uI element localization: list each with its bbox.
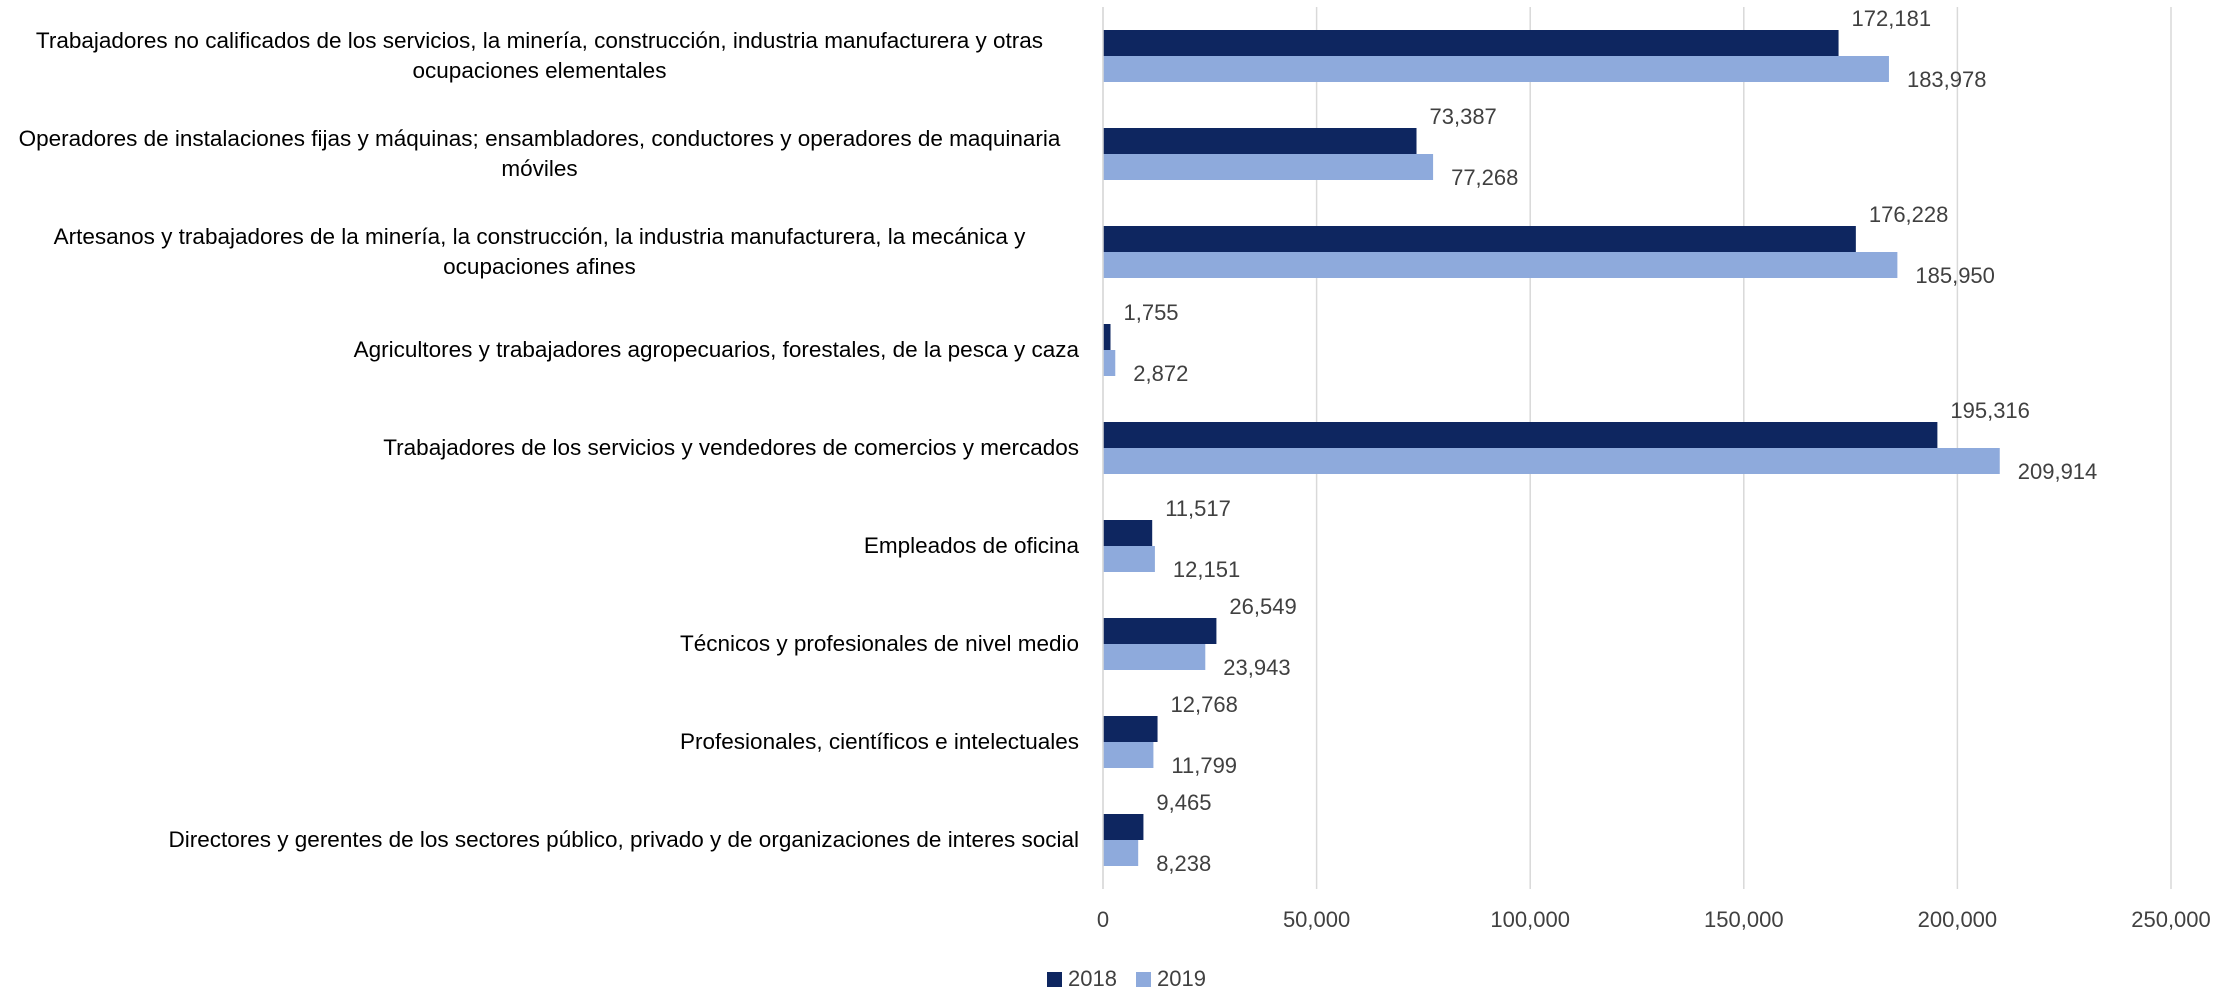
value-label: 8,238 xyxy=(1156,851,1211,876)
value-label: 73,387 xyxy=(1430,104,1497,129)
legend-label: 2019 xyxy=(1157,966,1206,991)
value-label: 176,228 xyxy=(1869,202,1949,227)
value-label: 11,517 xyxy=(1165,496,1231,521)
value-label: 183,978 xyxy=(1907,67,1987,92)
bar xyxy=(1103,422,1938,448)
bar xyxy=(1103,546,1155,572)
value-label: 23,943 xyxy=(1223,655,1290,680)
bar xyxy=(1103,742,1154,768)
value-label: 11,799 xyxy=(1171,753,1237,778)
bar xyxy=(1103,324,1111,350)
bar xyxy=(1103,716,1158,742)
value-label: 9,465 xyxy=(1156,790,1211,815)
category-label: Técnicos y profesionales de nivel medio xyxy=(680,631,1079,656)
category-label: Profesionales, científicos e intelectual… xyxy=(680,729,1079,754)
legend-swatch xyxy=(1047,972,1062,987)
category-label: Operadores de instalaciones fijas y máqu… xyxy=(18,126,1061,181)
bar xyxy=(1103,30,1839,56)
value-label: 185,950 xyxy=(1915,263,1995,288)
legend-swatch xyxy=(1136,972,1151,987)
bar xyxy=(1103,154,1434,180)
x-tick-label: 0 xyxy=(1097,907,1109,932)
value-label: 77,268 xyxy=(1451,165,1518,190)
x-tick-label: 50,000 xyxy=(1283,907,1350,932)
bar xyxy=(1103,644,1206,670)
value-label: 172,181 xyxy=(1852,6,1932,31)
value-label: 12,151 xyxy=(1173,557,1240,582)
value-label: 2,872 xyxy=(1133,361,1188,386)
bar xyxy=(1103,520,1153,546)
value-label: 12,768 xyxy=(1171,692,1238,717)
x-tick-label: 100,000 xyxy=(1490,907,1570,932)
bar xyxy=(1103,840,1139,866)
legend-label: 2018 xyxy=(1068,966,1117,991)
bar xyxy=(1103,618,1217,644)
bar xyxy=(1103,350,1116,376)
bar xyxy=(1103,226,1856,252)
bar xyxy=(1103,448,2000,474)
category-label: Trabajadores de los servicios y vendedor… xyxy=(383,435,1079,460)
x-tick-label: 150,000 xyxy=(1704,907,1784,932)
category-label: Artesanos y trabajadores de la minería, … xyxy=(53,224,1026,279)
value-label: 26,549 xyxy=(1229,594,1296,619)
x-tick-label: 250,000 xyxy=(2131,907,2211,932)
category-label: Empleados de oficina xyxy=(863,533,1079,558)
x-tick-label: 200,000 xyxy=(1918,907,1998,932)
value-label: 1,755 xyxy=(1123,300,1178,325)
bar xyxy=(1103,814,1144,840)
category-label: Trabajadores no calificados de los servi… xyxy=(35,28,1044,83)
bar xyxy=(1103,56,1889,82)
category-label: Agricultores y trabajadores agropecuario… xyxy=(353,337,1079,362)
bar xyxy=(1103,252,1898,278)
category-label: Directores y gerentes de los sectores pú… xyxy=(168,827,1079,852)
value-label: 209,914 xyxy=(2018,459,2098,484)
bar xyxy=(1103,128,1417,154)
value-label: 195,316 xyxy=(1950,398,2030,423)
